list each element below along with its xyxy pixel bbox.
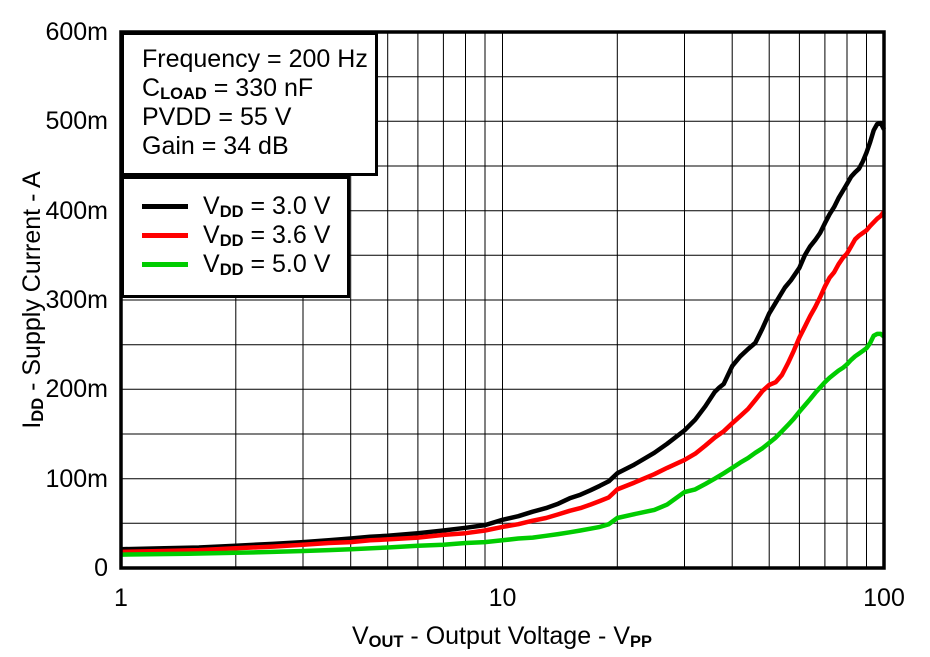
- legend-label: VDD = 3.6 V: [203, 221, 331, 250]
- legend-label: VDD = 3.0 V: [203, 192, 331, 221]
- annotation-line-pvdd: PVDD = 55 V: [142, 103, 292, 131]
- legend-item-vdd-3v6: VDD = 3.6 V: [124, 221, 347, 250]
- y-tick-label-600m: 600m: [45, 18, 108, 46]
- x-tick-label-100: 100: [863, 584, 905, 612]
- annotation-line-frequency: Frequency = 200 Hz: [142, 45, 368, 73]
- y-tick-label-0: 0: [94, 554, 108, 582]
- annotation-line-cload: CLOAD = 330 nF: [142, 74, 314, 103]
- y-tick-label-200m: 200m: [45, 375, 108, 404]
- legend-item-vdd-3v0: VDD = 3.0 V: [124, 192, 347, 221]
- series-line-vdd-3.0-v: [120, 120, 886, 552]
- legend-line-swatch-green: [142, 262, 188, 267]
- legend: VDD = 3.0 V VDD = 3.6 V VDD = 5.0 V: [121, 176, 350, 298]
- plot-frame: [119, 30, 886, 570]
- x-axis-title: VOUT - Output Voltage - VPP: [351, 622, 653, 651]
- y-tick-label-100m: 100m: [45, 464, 108, 493]
- y-tick-label-400m: 400m: [45, 196, 108, 225]
- conditions-annotation-box: Frequency = 200 Hz CLOAD = 330 nF PVDD =…: [121, 32, 378, 176]
- gridlines: [121, 32, 884, 568]
- y-axis-title: IDD - Supply Current - A: [18, 171, 47, 429]
- legend-line-swatch-black: [142, 204, 188, 209]
- annotation-line-gain: Gain = 34 dB: [142, 132, 289, 160]
- legend-line-swatch-red: [142, 233, 188, 238]
- legend-label: VDD = 5.0 V: [203, 250, 331, 279]
- y-tick-label-500m: 500m: [45, 107, 108, 136]
- series-line-vdd-5.0-v: [120, 331, 886, 557]
- y-tick-label-300m: 300m: [45, 286, 108, 314]
- legend-item-vdd-5v0: VDD = 5.0 V: [124, 250, 347, 279]
- x-tick-label-10: 10: [488, 584, 517, 612]
- x-tick-label-1: 1: [114, 584, 128, 612]
- series-line-vdd-3.6-v: [120, 210, 886, 555]
